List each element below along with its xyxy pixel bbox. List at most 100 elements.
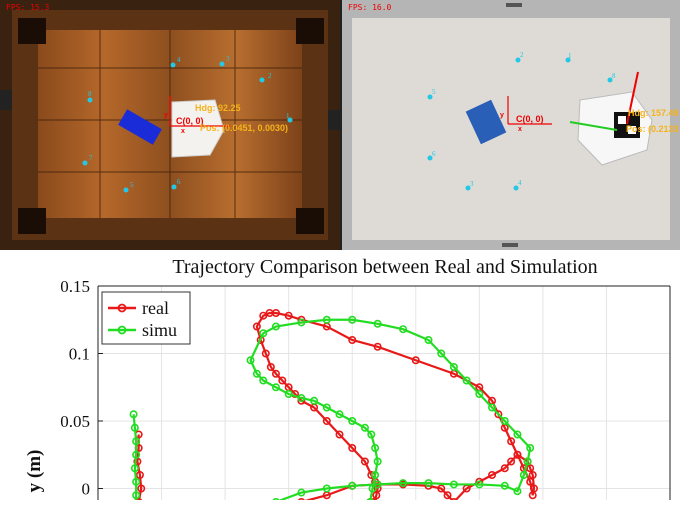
data-point-real <box>360 457 369 466</box>
sim-axis-x: x <box>181 128 185 135</box>
data-point-simu <box>399 325 408 334</box>
svg-text:4: 4 <box>518 179 522 187</box>
grid <box>98 286 670 500</box>
data-point-real <box>437 484 446 493</box>
data-point-real <box>266 363 275 372</box>
sim-axis-y: y <box>164 112 168 119</box>
data-point-simu <box>475 390 484 399</box>
data-point-real <box>297 498 305 500</box>
y-tick-label: 0.05 <box>60 412 90 431</box>
data-point-simu <box>475 480 484 489</box>
svg-text:6: 6 <box>177 178 181 186</box>
data-point-simu <box>488 403 497 412</box>
svg-text:8: 8 <box>612 72 616 80</box>
data-point-simu <box>271 322 280 331</box>
data-point-real <box>135 471 144 480</box>
simulation-view: 1 2 3 4 5 6 7 8 FPS: 15.3 C(0, 0) Hdg: 9… <box>0 0 340 250</box>
data-point-simu <box>252 369 261 378</box>
data-point-simu <box>371 471 380 480</box>
trajectory-chart: Trajectory Comparison between Real and S… <box>0 256 680 500</box>
real-origin-label: C(0, 0) <box>516 114 544 124</box>
data-point-simu <box>462 376 471 385</box>
svg-text:8: 8 <box>88 90 92 98</box>
legend-marker-real <box>117 303 127 313</box>
data-point-simu <box>399 479 408 488</box>
data-point-simu <box>373 319 382 328</box>
data-point-real <box>348 336 357 345</box>
y-axis-label: y (m) <box>24 450 45 493</box>
real-scene: 1 2 3 4 5 6 8 <box>342 0 680 250</box>
svg-text:2: 2 <box>520 51 524 59</box>
data-point-simu <box>297 488 306 497</box>
data-point-real <box>494 410 503 419</box>
svg-text:4: 4 <box>177 56 181 64</box>
data-point-real <box>411 356 420 365</box>
data-point-simu <box>310 396 319 405</box>
data-point-simu <box>500 417 509 426</box>
real-camera-view: 1 2 3 4 5 6 8 FPS: 16.0 C(0, 0) Hdg: 157… <box>342 0 680 250</box>
data-point-real <box>348 444 357 453</box>
data-point-simu <box>424 336 433 345</box>
data-point-real <box>322 417 331 426</box>
legend-label-real: real <box>142 298 169 318</box>
data-point-simu <box>348 481 357 490</box>
data-point-simu <box>297 318 306 327</box>
data-point-real <box>513 450 522 459</box>
data-point-simu <box>371 444 380 453</box>
sim-markers <box>82 61 293 193</box>
sim-position: Pos: (0.0451, 0.0030) <box>200 123 289 133</box>
data-point-simu <box>259 329 268 338</box>
sim-heading: Hdg: 92.25 <box>195 103 241 113</box>
svg-text:5: 5 <box>432 88 436 96</box>
svg-text:1: 1 <box>286 112 290 120</box>
data-point-real <box>443 491 452 500</box>
svg-text:2: 2 <box>268 72 272 80</box>
y-tick-label: 0.1 <box>69 345 90 364</box>
simulation-scene: 1 2 3 4 5 6 7 8 <box>0 0 340 250</box>
legend-box <box>101 291 191 345</box>
axes: -0.0500.050.10.15 <box>60 277 671 500</box>
real-axis-x: x <box>518 126 522 133</box>
data-point-simu <box>129 410 138 419</box>
data-point-real <box>488 471 497 480</box>
data-point-simu <box>322 403 331 412</box>
real-axis-y: y <box>500 112 504 119</box>
data-point-simu <box>360 423 369 432</box>
data-point-simu <box>519 471 528 480</box>
svg-text:6: 6 <box>432 150 436 158</box>
data-point-real <box>137 484 146 493</box>
data-point-real <box>265 308 274 317</box>
data-point-real <box>507 437 516 446</box>
real-block <box>465 99 507 145</box>
series <box>129 308 538 500</box>
data-point-real <box>450 498 458 500</box>
data-point-simu <box>424 479 433 488</box>
y-tick-label: 0 <box>82 480 91 499</box>
data-point-real <box>526 477 535 486</box>
data-point-simu <box>348 417 357 426</box>
data-point-simu <box>284 390 293 399</box>
sim-block <box>118 109 162 145</box>
real-markers <box>427 57 613 191</box>
series-line-simu <box>132 318 532 500</box>
data-point-real <box>528 471 537 480</box>
data-point-simu <box>132 437 141 446</box>
real-fps: FPS: 16.0 <box>348 3 392 12</box>
y-tick-label: 0.15 <box>60 277 90 296</box>
data-point-simu <box>449 363 458 372</box>
data-point-simu <box>367 430 376 439</box>
data-point-simu <box>322 315 331 324</box>
data-point-simu <box>513 430 522 439</box>
data-point-real <box>259 311 268 320</box>
data-point-simu <box>373 480 382 489</box>
data-point-real <box>261 349 270 358</box>
sim-robot <box>171 99 225 158</box>
data-point-simu <box>437 349 446 358</box>
chart-title: Trajectory Comparison between Real and S… <box>172 256 598 278</box>
svg-text:5: 5 <box>130 181 134 189</box>
data-point-real <box>507 457 516 466</box>
svg-text:3: 3 <box>470 180 474 188</box>
data-point-simu <box>366 498 374 500</box>
